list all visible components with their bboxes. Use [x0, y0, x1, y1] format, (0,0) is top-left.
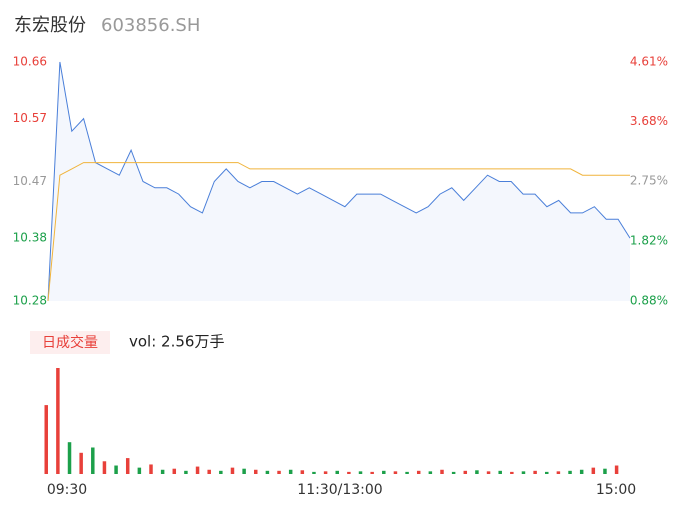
volume-bar [219, 470, 223, 474]
volume-bar [312, 471, 316, 474]
y2-tick-label: 4.61% [630, 55, 668, 69]
y-tick-label: 10.57 [13, 111, 47, 125]
volume-bar [242, 468, 246, 474]
y-tick-label: 10.38 [13, 231, 47, 245]
volume-bar [579, 469, 584, 474]
volume-bar [475, 470, 479, 474]
volume-bar [591, 467, 596, 474]
volume-bar [184, 470, 188, 474]
volume-bar [288, 469, 293, 474]
volume-bar [463, 470, 468, 474]
volume-bar [67, 442, 72, 474]
volume-bar [533, 470, 537, 474]
volume-bar [416, 470, 421, 474]
volume-bar [114, 465, 118, 474]
y-tick-label: 10.66 [13, 55, 47, 69]
x-tick-label: 09:30 [47, 482, 87, 498]
x-tick-label: 15:00 [596, 482, 636, 498]
x-tick-label: 11:30/13:00 [297, 482, 382, 498]
volume-label-bg [30, 331, 110, 354]
volume-bar [230, 467, 235, 474]
volume-bar [207, 469, 211, 474]
stock-code: 603856.SH [101, 15, 200, 36]
volume-bar [335, 470, 339, 474]
y2-tick-label: 2.75% [630, 174, 668, 188]
volume-bar [498, 470, 502, 474]
volume-bar [521, 471, 526, 474]
volume-bar [603, 468, 607, 474]
volume-bar [172, 468, 177, 474]
volume-bar [254, 469, 258, 474]
volume-bar [44, 405, 48, 474]
stock-name: 东宏股份 [14, 15, 86, 36]
volume-bar [393, 471, 398, 474]
volume-bar [56, 368, 60, 474]
volume-label: 日成交量 [42, 334, 98, 351]
volume-bar [486, 471, 491, 474]
volume-bar [405, 471, 409, 474]
average-line [47, 162, 630, 302]
volume-bar [91, 447, 95, 474]
volume-bar [568, 470, 572, 474]
volume-bar [79, 452, 83, 474]
volume-bar [347, 471, 351, 474]
volume-bar [102, 461, 107, 474]
price-line [47, 61, 631, 302]
volume-bar [300, 470, 305, 474]
volume-bar [323, 471, 328, 474]
volume-bar [125, 458, 130, 474]
volume-bar [160, 469, 165, 474]
volume-bar [556, 471, 561, 474]
price-area [48, 62, 630, 301]
y2-tick-label: 0.88% [630, 294, 668, 308]
volume-bar [195, 466, 200, 474]
volume-bar [277, 470, 281, 474]
volume-bar [137, 467, 142, 474]
volume-bar [382, 470, 386, 474]
volume-summary: vol: 2.56万手 [129, 333, 224, 351]
y-tick-label: 10.47 [13, 174, 47, 188]
volume-bar [451, 471, 456, 474]
volume-bar [265, 470, 270, 474]
y-tick-label: 10.28 [13, 294, 47, 308]
volume-bar [510, 471, 514, 474]
volume-bar [149, 464, 153, 474]
volume-bar [440, 469, 444, 474]
y2-tick-label: 3.68% [630, 114, 668, 128]
volume-bar [370, 471, 374, 474]
volume-bar [358, 471, 363, 474]
volume-bar [545, 471, 549, 474]
volume-bar [614, 465, 619, 474]
y2-tick-label: 1.82% [630, 233, 668, 247]
volume-bar [428, 471, 433, 474]
